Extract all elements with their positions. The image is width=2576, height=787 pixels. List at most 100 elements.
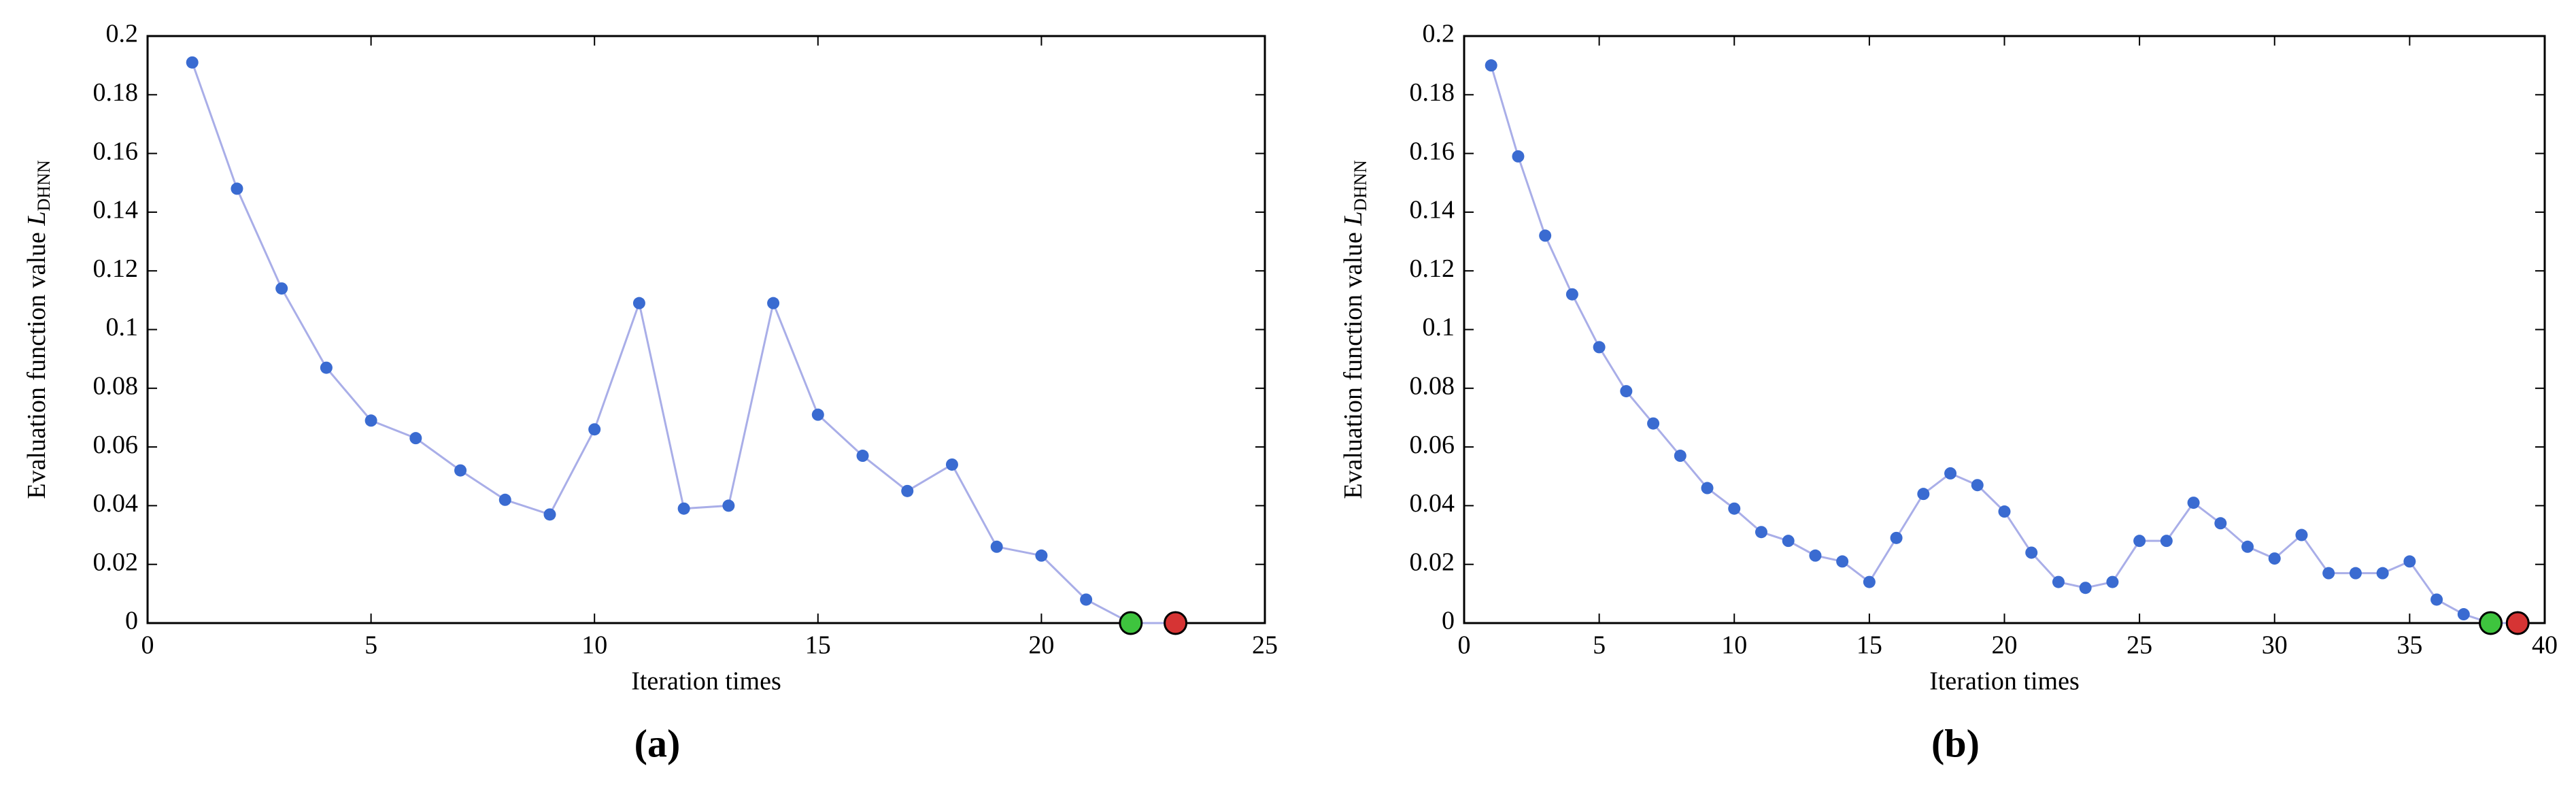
data-point: [856, 450, 869, 463]
data-point: [365, 414, 377, 427]
data-point: [1782, 535, 1795, 548]
series-line: [1490, 65, 2518, 624]
data-point: [901, 484, 914, 497]
series-line: [191, 62, 1176, 624]
data-point: [677, 502, 690, 515]
y-tick-label: 0: [1442, 607, 1455, 635]
data-point: [722, 499, 735, 512]
data-point: [275, 282, 288, 295]
data-point: [1917, 488, 1930, 501]
y-tick-label: 0.06: [1410, 431, 1455, 459]
data-point: [767, 297, 780, 309]
data-point: [2133, 535, 2146, 548]
y-axis-label-text: Evaluation function value: [1339, 226, 1368, 499]
x-tick-label: 5: [365, 631, 377, 660]
data-point: [2479, 611, 2503, 635]
y-tick-label: 0.02: [1410, 548, 1455, 576]
data-point: [632, 297, 645, 309]
data-point: [1565, 288, 1578, 301]
data-point: [1539, 229, 1552, 242]
y-tick-label: 0.08: [93, 372, 139, 401]
y-tick-label: 0.18: [93, 78, 139, 107]
data-point: [2052, 575, 2065, 588]
data-point: [1701, 482, 1714, 495]
data-point: [1755, 526, 1767, 539]
data-point: [2295, 529, 2308, 541]
data-point: [1998, 505, 2011, 518]
data-point: [1728, 502, 1741, 515]
data-point: [186, 56, 199, 69]
data-point: [2160, 535, 2173, 548]
x-tick-label: 25: [2126, 631, 2152, 660]
x-tick-label: 5: [1593, 631, 1606, 660]
x-tick-label: 40: [2532, 631, 2558, 660]
data-point: [2106, 575, 2119, 588]
y-tick-label: 0.14: [93, 196, 139, 224]
chart: 0 0.02 0.04 0.06 0.08 0.1 0.12 0.14 0.16 0.18 0.2 0…: [22, 20, 1278, 766]
x-axis-label: Iteration times: [1929, 667, 2080, 696]
chart: 0 0.02 0.04 0.06 0.08 0.1 0.12 0.14 0.16 0.18 0.2 0…: [1339, 20, 2558, 766]
y-tick-label: 0.2: [1423, 20, 1455, 48]
y-axis-label: Evaluation function value LDHNN: [22, 160, 54, 499]
data-point: [1809, 549, 1822, 562]
plot-frame: [146, 35, 1266, 624]
data-point: [2187, 497, 2200, 509]
data-point: [2268, 552, 2281, 565]
data-point: [498, 493, 511, 506]
data-point: [588, 423, 601, 436]
data-point: [320, 361, 333, 374]
y-axis-label: Evaluation function value LDHNN: [1339, 160, 1370, 499]
data-point: [2505, 611, 2530, 635]
data-point: [543, 508, 556, 521]
y-tick-label: 0.12: [93, 254, 139, 283]
y-tick-label: 0.04: [93, 489, 139, 518]
data-point: [1971, 479, 1984, 492]
y-tick-label: 0.16: [93, 137, 139, 165]
x-tick-label: 10: [1721, 631, 1747, 660]
x-tick-label: 35: [2396, 631, 2422, 660]
data-point: [2322, 567, 2335, 580]
data-point: [2430, 593, 2443, 606]
data-point: [2214, 517, 2227, 530]
data-point: [1944, 467, 1957, 480]
data-point: [1836, 555, 1849, 568]
data-point: [231, 182, 243, 195]
data-point: [1647, 417, 1660, 430]
y-tick-label: 0.08: [1410, 372, 1455, 401]
plot-frame: [1463, 35, 2546, 624]
y-tick-label: 0.02: [93, 548, 139, 576]
y-tick-label: 0.1: [106, 313, 139, 341]
y-axis-label-subscript: DHNN: [1351, 160, 1370, 211]
x-tick-label: 15: [805, 631, 831, 660]
panel-label: (a): [634, 721, 681, 765]
x-tick-label: 30: [2262, 631, 2288, 660]
x-tick-label: 25: [1252, 631, 1278, 660]
data-point: [2403, 555, 2416, 568]
data-point: [1863, 575, 1876, 588]
panel-label: (b): [1931, 721, 1980, 765]
data-point: [1080, 593, 1093, 606]
x-tick-label: 0: [141, 631, 154, 660]
data-point: [1890, 531, 1903, 544]
y-tick-label: 0.12: [1410, 254, 1455, 283]
data-point: [1593, 341, 1606, 354]
x-tick-label: 15: [1857, 631, 1882, 660]
data-point: [1512, 150, 1525, 163]
data-point: [1164, 611, 1188, 635]
x-tick-label: 0: [1458, 631, 1471, 660]
data-point: [2349, 567, 2362, 580]
x-tick-label: 10: [581, 631, 607, 660]
y-tick-label: 0.18: [1410, 78, 1455, 107]
y-tick-label: 0.16: [1410, 137, 1455, 165]
data-point: [811, 408, 824, 421]
data-point: [1620, 385, 1633, 398]
y-tick-label: 0.2: [106, 20, 139, 48]
data-point: [2025, 546, 2038, 559]
x-tick-label: 20: [1992, 631, 2018, 660]
y-axis-label-subscript: DHNN: [34, 160, 54, 211]
y-axis-label-symbol: L: [1339, 211, 1368, 226]
y-tick-label: 0.06: [93, 431, 139, 459]
data-point: [454, 464, 467, 477]
y-tick-label: 0.14: [1410, 196, 1455, 224]
data-point: [409, 432, 422, 445]
